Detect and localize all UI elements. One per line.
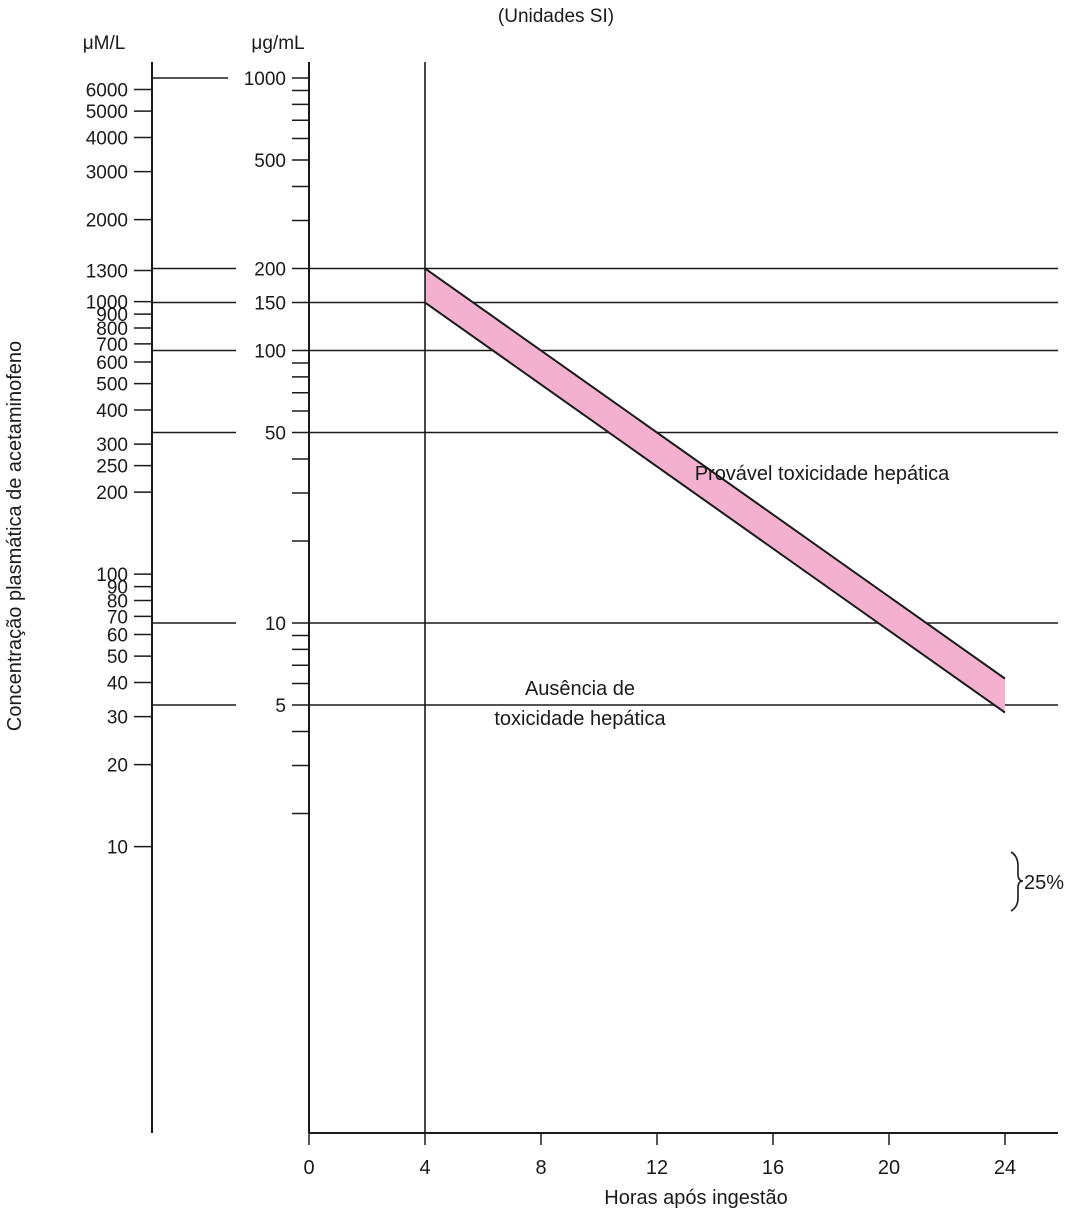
right-axis-tick-label: 100 (254, 342, 286, 363)
right-axis-tick-label: 10 (265, 614, 286, 635)
left-axis-tick-label: 70 (107, 607, 128, 628)
left-axis-tick-label: 80 (107, 592, 128, 613)
left-axis-tick-label: 90 (107, 578, 128, 599)
right-axis-unit: μg/mL (251, 33, 304, 54)
right-axis-tick-label: 5 (275, 696, 286, 717)
annotation-no-toxicity-line2: toxicidade hepática (494, 708, 666, 730)
x-axis-tick-label: 24 (994, 1157, 1016, 1179)
left-axis-tick-label: 700 (96, 335, 128, 356)
left-axis-tick-label: 20 (107, 756, 128, 777)
x-axis-tick-label: 4 (419, 1157, 430, 1179)
left-axis-tick-label: 900 (96, 305, 128, 326)
left-axis-tick-label: 1300 (86, 262, 128, 283)
y-axis-title: Concentração plasmática de acetaminofeno (4, 341, 26, 731)
x-axis-tick-label: 20 (878, 1157, 900, 1179)
reference-lines (152, 77, 1058, 706)
annotation-probable-toxicity: Provável toxicidade hepática (695, 463, 950, 485)
percent-bracket (1010, 851, 1024, 912)
left-axis-tick-label: 500 (96, 375, 128, 396)
left-axis-tick-label: 2000 (86, 211, 128, 232)
axes (151, 62, 1058, 1134)
right-axis-tick-label: 1000 (244, 69, 286, 90)
x-axis-title: Horas após ingestão (604, 1187, 787, 1209)
right-axis-tick-label: 150 (254, 294, 286, 315)
x-axis-tick-label: 8 (535, 1157, 546, 1179)
x-axis-ticks: 0 4 8 12 16 20 24 (303, 1133, 1016, 1179)
annotation-no-toxicity-line1: Ausência de (525, 678, 635, 700)
left-axis-tick-label: 50 (107, 647, 128, 668)
x-axis-tick-label: 0 (303, 1157, 314, 1179)
toxicity-band (424, 267, 1006, 714)
left-axis-tick-label: 40 (107, 674, 128, 695)
right-axis-ticks: 1000 500 200 150 100 50 10 5 (244, 69, 309, 815)
left-axis-tick-label: 60 (107, 626, 128, 647)
right-axis-tick-label: 200 (254, 259, 286, 280)
left-axis-tick-label: 5000 (86, 102, 128, 123)
toxicity-band-fill (425, 268, 1005, 713)
left-axis-tick-label: 100 (96, 565, 128, 586)
left-axis-tick-label: 6000 (86, 81, 128, 102)
left-axis-tick-label: 300 (96, 435, 128, 456)
left-axis-tick-label: 600 (96, 353, 128, 374)
chart-title: (Unidades SI) (498, 6, 614, 27)
left-axis-tick-label: 30 (107, 708, 128, 729)
left-axis-tick-label: 400 (96, 401, 128, 422)
left-axis-tick-label: 10 (107, 838, 128, 859)
left-axis-tick-label: 800 (96, 319, 128, 340)
series-line-lower (424, 301, 1006, 714)
left-axis-unit: μM/L (83, 33, 126, 54)
left-axis-tick-label: 200 (96, 483, 128, 504)
x-axis-tick-label: 12 (646, 1157, 668, 1179)
left-axis-tick-label: 1000 (86, 293, 128, 314)
left-axis-tick-label: 3000 (86, 163, 128, 184)
left-axis-tick-label: 250 (96, 457, 128, 478)
right-axis-tick-label: 50 (265, 424, 286, 445)
left-axis-tick-label: 4000 (86, 129, 128, 150)
series-line-upper (424, 267, 1006, 680)
right-axis-tick-label: 500 (254, 151, 286, 172)
x-axis-tick-label: 16 (762, 1157, 784, 1179)
annotation-25-percent: 25% (1024, 872, 1064, 894)
